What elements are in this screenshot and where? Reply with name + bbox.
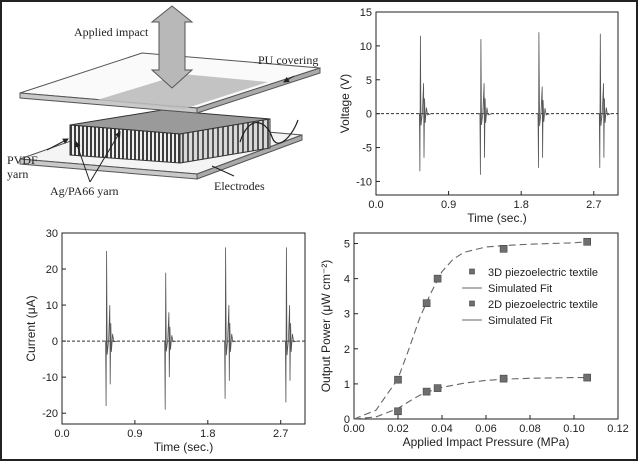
y-tick-label: 3 xyxy=(344,309,350,321)
x-tick-label: 1.8 xyxy=(514,199,529,211)
voltage-chart: 0.0 0.9 1.8 2.7 15 10 5 0 -5 -10 Time (sec.) Voltag… xyxy=(338,7,619,225)
plot-frame xyxy=(375,11,619,196)
data-point-2d xyxy=(422,387,431,396)
y-tick-label: 30 xyxy=(46,228,58,240)
data-point-2d xyxy=(499,374,508,383)
textile-side xyxy=(179,118,271,164)
x-tick-label: 0.00 xyxy=(343,423,364,435)
y-tick-label: 5 xyxy=(366,75,372,87)
y-tick-label: 5 xyxy=(344,239,350,251)
x-axis-label: Time (sec.) xyxy=(154,440,214,454)
y-tick-label: -10 xyxy=(356,176,372,188)
pressed-area xyxy=(97,74,268,109)
label-pu-covering: PU covering xyxy=(258,53,318,67)
ag-pointer-2 xyxy=(89,131,121,183)
legend-marker xyxy=(469,300,475,307)
x-tick-label: 0.0 xyxy=(54,428,69,440)
impact-double-arrow xyxy=(150,5,194,89)
pulse-4 xyxy=(597,33,611,168)
data-point-3d xyxy=(422,299,431,307)
plot-frame xyxy=(353,232,619,420)
label-pvdf: PVDF xyxy=(7,153,38,167)
data-point-3d xyxy=(394,375,402,384)
data-point-3d xyxy=(433,274,442,283)
ag-pointer-1 xyxy=(74,141,91,183)
data-point-3d xyxy=(583,237,592,246)
pulse-3 xyxy=(535,32,550,168)
pulse-2 xyxy=(477,39,492,175)
label-applied-impact: Applied impact xyxy=(74,25,149,39)
electrode-wire xyxy=(239,119,299,144)
legend-entry: Simulated Fit xyxy=(488,315,552,327)
label-pvdf-yarn: yarn xyxy=(7,167,28,181)
label-electrodes: Electrodes xyxy=(214,179,265,193)
legend-entry: 2D piezoelectric textile xyxy=(488,299,598,311)
y-tick-label: 0 xyxy=(52,336,58,348)
y-tick-label: 20 xyxy=(46,264,58,276)
y-tick-label: 15 xyxy=(360,7,372,19)
y-tick-label: 4 xyxy=(344,274,350,286)
y-tick-label: -5 xyxy=(362,143,372,155)
y-axis-label: Current (μA) xyxy=(24,295,38,361)
pulse-2 xyxy=(162,272,177,410)
pulse-1 xyxy=(417,35,432,172)
x-tick-label: 0.10 xyxy=(563,423,584,435)
x-tick-label: 0.0 xyxy=(368,199,383,211)
legend-marker xyxy=(469,268,475,275)
y-axis-label: Output Power (μW cm⁻²) xyxy=(319,260,333,393)
data-point-2d xyxy=(394,407,402,416)
fit-curve-1 xyxy=(353,241,588,420)
y-axis-label: Voltage (V) xyxy=(338,74,352,133)
y-tick-label: 0 xyxy=(366,109,372,121)
power-chart: 0.00 0.02 0.04 0.06 0.08 0.10 0.12 5 4 3 2 1 0 Applie… xyxy=(319,232,629,449)
figure-canvas: Applied impact PU covering PVDF yarn Ag/… xyxy=(7,5,629,454)
data-point-3d xyxy=(499,244,508,253)
device-schematic: Applied impact PU covering PVDF yarn Ag/… xyxy=(7,5,321,198)
y-tick-label: 1 xyxy=(344,379,350,391)
x-tick-label: 0.02 xyxy=(387,423,408,435)
x-tick-label: 0.08 xyxy=(519,423,540,435)
y-tick-label: 10 xyxy=(360,41,372,53)
x-tick-label: 2.7 xyxy=(273,428,288,440)
data-point-2d xyxy=(433,384,442,392)
y-tick-label: 2 xyxy=(344,344,350,356)
pulse-1 xyxy=(103,250,118,407)
x-tick-label: 2.7 xyxy=(586,199,601,211)
x-axis-label: Time (sec.) xyxy=(467,211,527,225)
legend-entry: Simulated Fit xyxy=(488,283,552,295)
x-tick-label: 0.9 xyxy=(441,199,456,211)
x-tick-label: 0.9 xyxy=(127,428,142,440)
x-tick-label: 0.04 xyxy=(431,423,452,435)
current-chart: 0.0 0.9 1.8 2.7 30 20 10 0 -10 -20 Time (sec.) Curr… xyxy=(24,228,306,454)
x-tick-label: 0.06 xyxy=(475,423,496,435)
y-tick-label: 0 xyxy=(344,414,350,426)
data-point-2d xyxy=(583,373,592,382)
label-ag-pa66: Ag/PA66 yarn xyxy=(50,184,119,198)
y-tick-label: -10 xyxy=(42,372,58,384)
x-tick-label: 1.8 xyxy=(200,428,215,440)
pvdf-pointer xyxy=(46,138,69,151)
pu-pointer xyxy=(283,75,295,83)
legend-entry: 3D piezoelectric textile xyxy=(488,267,598,279)
y-tick-label: -20 xyxy=(42,408,58,420)
pulse-3 xyxy=(222,247,237,399)
fit-curve-3 xyxy=(353,377,588,420)
plot-frame xyxy=(61,232,306,425)
y-tick-label: 10 xyxy=(46,300,58,312)
x-tick-label: 0.12 xyxy=(607,423,628,435)
x-axis-label: Applied Impact Pressure (MPa) xyxy=(403,435,570,449)
electrodes-pointer xyxy=(211,165,235,177)
pulse-4 xyxy=(283,247,297,403)
